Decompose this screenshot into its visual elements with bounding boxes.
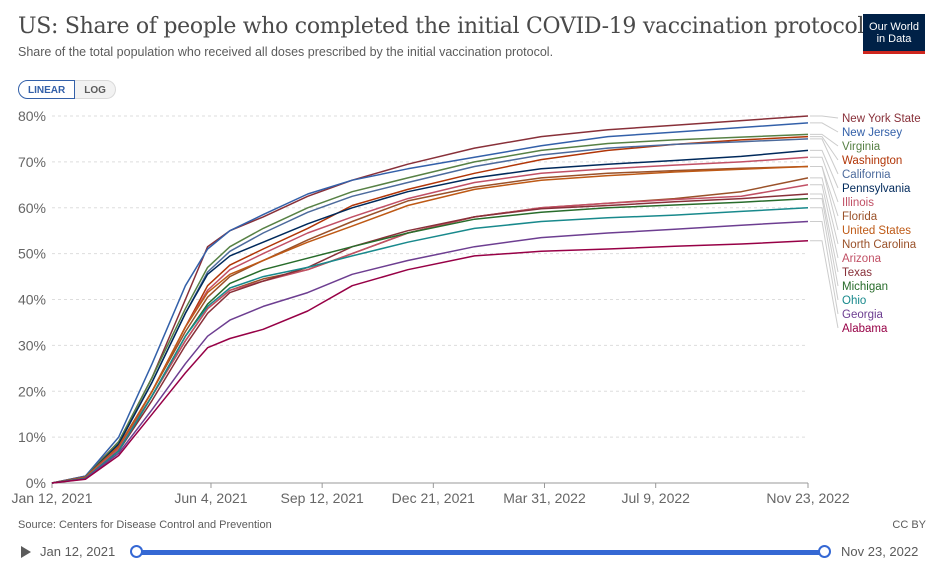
legend-label: Georgia bbox=[842, 309, 884, 321]
legend-label: Washington bbox=[842, 155, 902, 167]
legend-connector bbox=[810, 198, 839, 287]
y-tick-label: 80% bbox=[18, 108, 46, 124]
owid-logo[interactable]: Our World in Data bbox=[863, 14, 925, 54]
series-line bbox=[51, 133, 809, 484]
source-note[interactable]: Source: Centers for Disease Control and … bbox=[18, 519, 272, 531]
series-line bbox=[51, 165, 809, 484]
y-tick-label: 30% bbox=[18, 337, 46, 353]
y-tick-label: 70% bbox=[18, 154, 46, 170]
legend-label: California bbox=[842, 169, 891, 181]
legend-label: North Carolina bbox=[842, 239, 917, 251]
y-tick-label: 40% bbox=[18, 292, 46, 308]
series-line bbox=[51, 138, 809, 484]
legend-label: Virginia bbox=[842, 141, 881, 153]
legend-label: New York State bbox=[842, 113, 921, 125]
legend-label: Illinois bbox=[842, 197, 874, 209]
logo-line-1: Our World bbox=[869, 21, 919, 33]
legend-connector bbox=[810, 138, 839, 175]
timeline-start-label: Jan 12, 2021 bbox=[40, 544, 116, 559]
legend-label: Florida bbox=[842, 211, 878, 223]
log-scale-button[interactable]: LOG bbox=[75, 80, 116, 99]
legend-connector bbox=[810, 184, 839, 259]
legend-label: Michigan bbox=[842, 281, 888, 293]
legend-label: Pennsylvania bbox=[842, 183, 911, 195]
series-line bbox=[51, 240, 809, 484]
timeline: Jan 12, 2021 Nov 23, 2022 bbox=[0, 540, 943, 564]
legend-connector bbox=[810, 136, 839, 161]
y-tick-label: 60% bbox=[18, 200, 46, 216]
line-chart: 0% 10% 20% 30% 40% 50% 60% 70% 80% Jan 12, 2021 Ju… bbox=[12, 108, 921, 506]
legend-connector bbox=[810, 122, 839, 133]
legend-label: Ohio bbox=[842, 295, 866, 307]
timeline-start-handle[interactable] bbox=[130, 545, 143, 558]
x-tick-label: Jul 9, 2022 bbox=[621, 490, 690, 506]
x-tick-label: Jan 12, 2021 bbox=[12, 490, 93, 506]
y-tick-label: 10% bbox=[18, 429, 46, 445]
x-tick-label: Mar 31, 2022 bbox=[503, 490, 586, 506]
series-line bbox=[51, 220, 809, 484]
y-tick-label: 20% bbox=[18, 383, 46, 399]
legend-connector bbox=[810, 207, 839, 301]
series-line bbox=[51, 197, 809, 484]
timeline-end-label: Nov 23, 2022 bbox=[841, 544, 919, 559]
linear-scale-button[interactable]: LINEAR bbox=[18, 80, 76, 99]
x-tick-label: Nov 23, 2022 bbox=[766, 490, 849, 506]
legend-connector bbox=[810, 133, 839, 147]
y-tick-label: 50% bbox=[18, 246, 46, 262]
legend-label: United States bbox=[842, 225, 911, 237]
license-link[interactable]: CC BY bbox=[892, 519, 926, 531]
series-line bbox=[51, 122, 809, 484]
series-line bbox=[51, 207, 809, 484]
series-line bbox=[51, 135, 809, 484]
y-tick-label: 0% bbox=[26, 475, 46, 491]
play-icon[interactable] bbox=[21, 546, 31, 558]
x-tick-label: Dec 21, 2021 bbox=[392, 490, 475, 506]
legend-label: Alabama bbox=[842, 323, 888, 335]
legend-label: Arizona bbox=[842, 253, 882, 265]
chart-title: US: Share of people who completed the in… bbox=[18, 14, 865, 39]
x-tick-label: Sep 12, 2021 bbox=[281, 490, 365, 506]
legend-connector bbox=[810, 115, 839, 119]
legend-connector bbox=[810, 193, 839, 273]
legend-label: Texas bbox=[842, 267, 872, 279]
legend-connector bbox=[810, 240, 839, 329]
x-tick-label: Jun 4, 2021 bbox=[174, 490, 247, 506]
chart-subtitle: Share of the total population who receiv… bbox=[18, 45, 554, 59]
legend-connector bbox=[810, 149, 839, 189]
legend-label: New Jersey bbox=[842, 127, 902, 139]
timeline-end-handle[interactable] bbox=[818, 545, 831, 558]
series-line bbox=[51, 149, 809, 484]
series-line bbox=[51, 156, 809, 484]
scale-toggle: LINEAR LOG bbox=[18, 80, 116, 99]
timeline-track[interactable] bbox=[136, 550, 825, 555]
legend-connector bbox=[810, 221, 839, 315]
legend-connector bbox=[810, 166, 839, 231]
legend-connector bbox=[810, 177, 839, 245]
logo-line-2: in Data bbox=[876, 33, 912, 45]
legend-connector bbox=[810, 156, 839, 203]
